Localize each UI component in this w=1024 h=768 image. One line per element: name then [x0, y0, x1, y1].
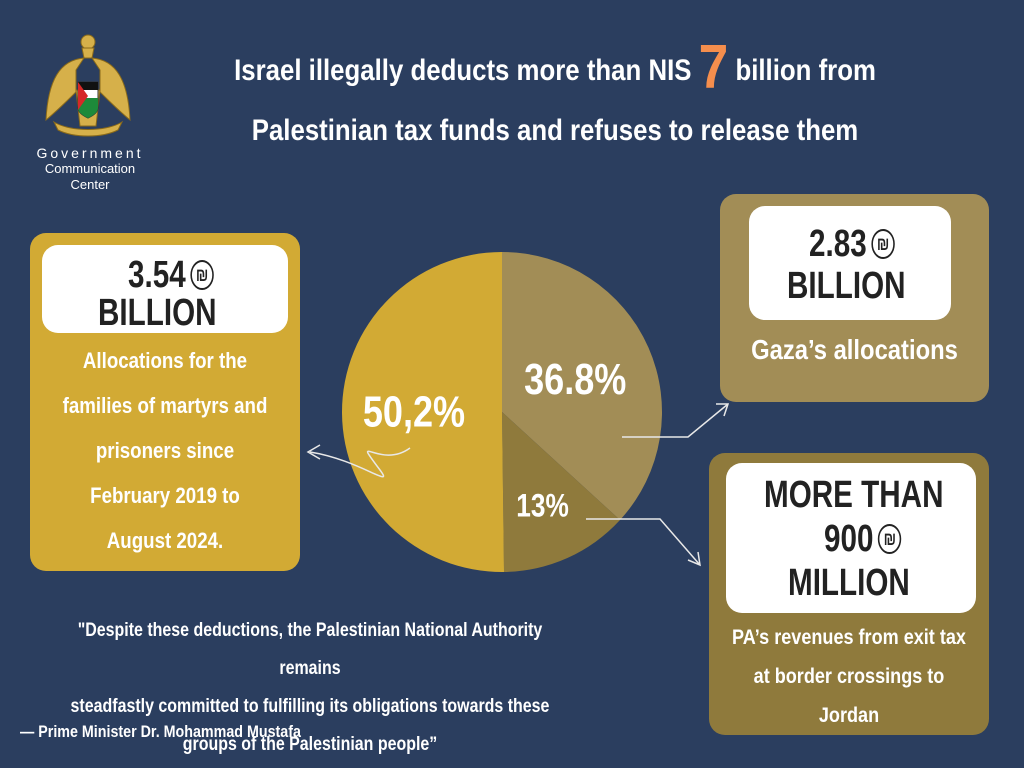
gaza-amount-card: 2.83 ₪ BILLION: [749, 206, 951, 320]
martyrs-desc-line: Allocations for the: [82, 348, 248, 373]
arrow-to-gaza-head-icon: [716, 403, 730, 417]
gaza-amount-line: 2.83 ₪: [809, 224, 895, 264]
exit-tax-unit: MILLION: [788, 562, 910, 604]
title-highlight-number: 7: [698, 33, 729, 102]
deductions-pie-chart: 50,2% 36.8% 13%: [342, 252, 662, 572]
shekel-icon: ₪: [878, 524, 902, 554]
exit-tax-prefix: MORE THAN: [764, 474, 944, 516]
quote-line: groups of the Palestinian people”: [182, 734, 438, 755]
quote-attribution: — Prime Minister Dr. Mohammad Mustafa: [20, 722, 301, 741]
martyrs-amount: 3.54: [128, 254, 186, 296]
martyrs-unit: BILLION: [98, 292, 217, 334]
eagle-emblem-icon: [45, 34, 131, 137]
org-line2: Communication: [44, 161, 136, 176]
pm-quote: "Despite these deductions, the Palestini…: [58, 612, 562, 764]
pie-slice: [502, 252, 662, 521]
arrow-to-martyrs-head-icon: [306, 444, 321, 460]
shekel-icon: ₪: [190, 260, 214, 290]
title-line1-pre: Israel illegally deducts more than NIS: [234, 54, 699, 87]
pie-slice-label: 13%: [516, 489, 569, 524]
pie-slice: [342, 252, 505, 572]
martyrs-desc-line: prisoners since: [95, 438, 235, 463]
exit-tax-desc-line: PA’s revenues from exit tax: [732, 626, 966, 649]
exit-tax-amount-line: 900 ₪: [824, 519, 902, 559]
org-line1: Government: [36, 145, 144, 161]
exit-tax-desc-line: at border crossings to: [753, 665, 945, 688]
martyrs-description: Allocations for the families of martyrs …: [59, 338, 272, 563]
gaza-amount: 2.83: [809, 223, 867, 265]
shekel-icon: ₪: [871, 229, 895, 259]
exit-tax-description: PA’s revenues from exit tax at border cr…: [729, 618, 970, 735]
exit-tax-amount-card: MORE THAN 900 ₪ MILLION: [726, 463, 976, 613]
quote-line: steadfastly committed to fulfilling its …: [70, 696, 550, 717]
martyrs-desc-line: families of martyrs and: [62, 393, 268, 418]
arrow-to-exit-tax-head-icon: [687, 551, 701, 567]
martyrs-desc-line: August 2024.: [106, 528, 224, 553]
organization-name: Government Communication Center: [20, 145, 160, 193]
martyrs-amount-card: 3.54 ₪ BILLION: [42, 245, 288, 333]
title-line2: Palestinian tax funds and refuses to rel…: [251, 114, 859, 147]
title-line1-post: billion from: [728, 54, 876, 87]
gaza-description: Gaza’s allocations: [751, 334, 958, 365]
pie-slice-label: 50,2%: [363, 387, 465, 436]
pie-slice-label: 36.8%: [524, 354, 626, 403]
gaza-allocations-panel: 2.83 ₪ BILLION Gaza’s allocations: [720, 194, 989, 402]
martyrs-amount-line: 3.54 ₪: [128, 255, 214, 295]
exit-tax-panel: MORE THAN 900 ₪ MILLION PA’s revenues fro…: [709, 453, 989, 735]
exit-tax-desc-line: Jordan: [818, 704, 880, 727]
martyrs-allocations-panel: 3.54 ₪ BILLION Allocations for the famili…: [30, 233, 300, 571]
title-line1: Israel illegally deducts more than NIS 7…: [228, 37, 882, 101]
quote-line: "Despite these deductions, the Palestini…: [77, 620, 543, 679]
martyrs-desc-line: February 2019 to: [90, 483, 240, 508]
page-title: Israel illegally deducts more than NIS 7…: [228, 37, 882, 161]
gaza-unit: BILLION: [787, 265, 906, 307]
exit-tax-amount: 900: [824, 518, 874, 560]
org-line3: Center: [70, 177, 110, 192]
